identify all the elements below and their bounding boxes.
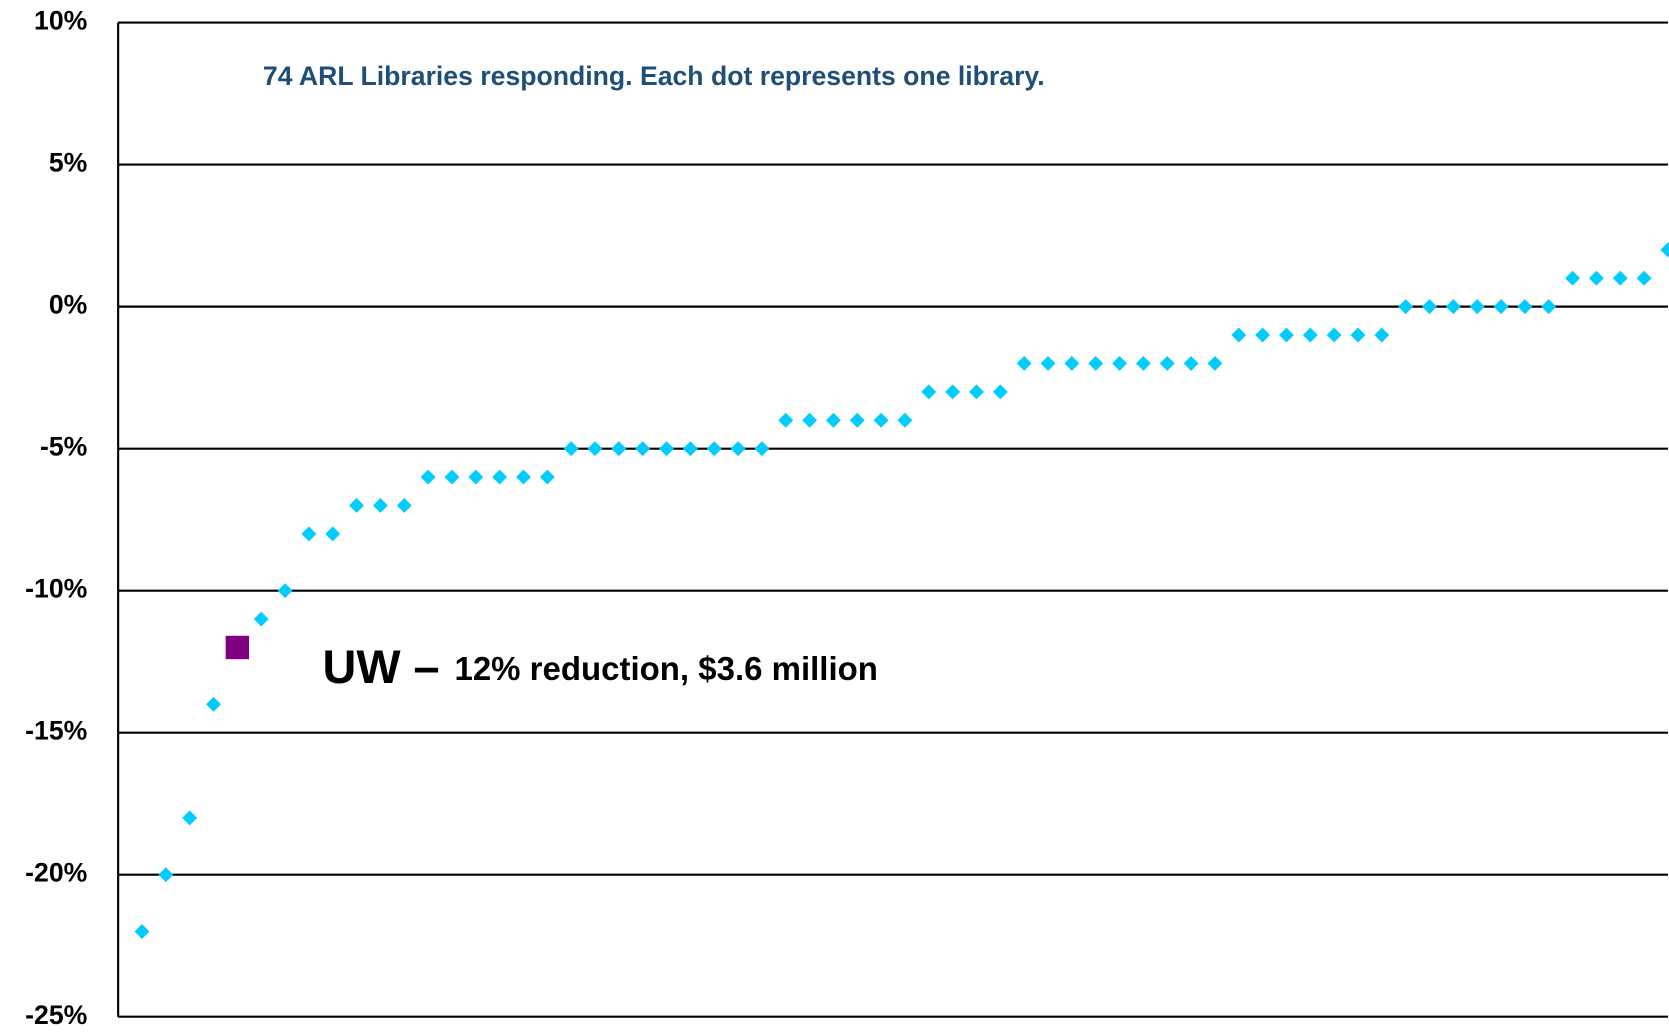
point [1350,327,1366,343]
point [1493,299,1509,315]
annotation-label: UW – [323,641,440,693]
point [1183,355,1199,371]
point [969,384,984,400]
point [587,441,603,457]
y-tick-label: -15% [25,716,87,746]
point [635,441,651,457]
point [1588,270,1604,286]
point [1112,355,1128,371]
y-tick-label: -5% [40,432,87,462]
point [539,469,555,485]
point [1636,270,1652,286]
point [1326,327,1342,343]
y-tick-label: -25% [25,1000,87,1030]
point [897,412,913,428]
point [492,469,508,485]
point [1469,299,1485,315]
y-tick-label: 5% [49,148,87,178]
y-tick-label: -20% [25,858,87,888]
point [682,441,698,457]
point [1255,327,1271,343]
point [468,469,484,485]
point [563,441,579,457]
y-tick-label: -10% [25,574,87,604]
point [349,498,365,513]
point [730,441,746,457]
point [992,384,1008,400]
point [253,611,269,627]
annotation-detail: 12% reduction, $3.6 million [454,650,877,687]
point [1660,242,1669,258]
highlight-point [225,635,250,660]
point [1517,299,1533,315]
point [1422,299,1437,315]
point [1231,327,1247,343]
point [611,441,627,457]
point [1398,299,1414,315]
y-tick-label: 10% [34,6,87,36]
point [206,696,221,712]
point [921,384,937,400]
annotation: UW – 12% reduction, $3.6 million [323,641,878,693]
point [134,924,150,939]
point [1088,355,1104,371]
point [301,526,317,542]
point [1040,355,1056,371]
point [325,526,341,542]
point [1612,270,1628,286]
point [420,469,436,485]
point [1064,355,1080,371]
point [158,867,174,883]
point [802,412,818,428]
point [849,412,865,428]
point [1302,327,1318,343]
point [1278,327,1294,343]
point [873,412,889,428]
point [659,441,674,457]
point [778,412,794,428]
point [945,384,961,400]
annotation: 74 ARL Libraries responding. Each dot re… [263,61,1045,91]
point [1445,299,1461,315]
point [706,441,722,457]
point [825,412,841,428]
point [182,810,198,826]
point [444,469,460,485]
point [1207,355,1223,371]
point [277,583,293,599]
point [1374,327,1390,343]
point [372,498,388,513]
point [754,441,770,457]
y-tick-label: 0% [49,290,87,320]
point [1016,355,1032,371]
point [516,469,531,485]
point [1135,355,1151,371]
point [1541,299,1557,315]
point [1565,270,1581,286]
point [396,498,412,513]
point [1159,355,1175,371]
